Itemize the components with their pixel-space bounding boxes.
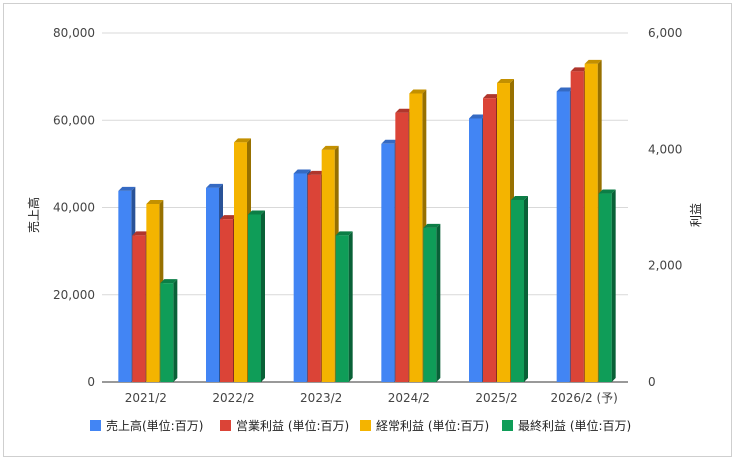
bar-front <box>469 118 482 382</box>
y-left-tick-label: 60,000 <box>53 113 95 127</box>
bar-top <box>248 210 265 215</box>
bar-front <box>409 93 423 382</box>
bar-top <box>395 108 413 113</box>
axes: 0 20,000 40,000 60,000 80,000 0 2,000 4,000 6,00… <box>53 26 682 405</box>
y-right-tick-label: 4,000 <box>648 142 682 156</box>
y-right-tick-label: 0 <box>648 375 656 389</box>
bar-side <box>261 210 265 382</box>
bar-top <box>220 215 237 220</box>
y-left-tick-label: 20,000 <box>53 288 95 302</box>
y-right-tick-label: 6,000 <box>648 26 682 40</box>
legend-item: 売上高(単位:百万) <box>90 418 203 433</box>
bar-front <box>584 63 598 382</box>
bar-top <box>584 59 602 64</box>
legend-swatch <box>90 420 101 431</box>
bar-front <box>160 283 174 382</box>
bar-side <box>173 279 178 382</box>
bar-top <box>497 79 514 84</box>
legend-label: 最終利益 (単位:百万) <box>518 418 631 433</box>
bar <box>160 279 178 382</box>
bar-front <box>335 235 349 382</box>
bar-front <box>321 149 335 382</box>
y-axis-right-title: 利益 <box>689 203 703 227</box>
y-axis-left-title: 売上高 <box>26 197 41 233</box>
x-tick-label: 2026/2 (予) <box>550 391 617 405</box>
bar <box>598 189 616 382</box>
bar-front <box>598 193 612 382</box>
bar-top <box>409 89 427 94</box>
x-tick-label: 2024/2 <box>388 391 430 405</box>
legend-item: 営業利益 (単位:百万) <box>220 418 349 433</box>
bar-side <box>611 189 616 382</box>
bar-front <box>234 142 247 382</box>
bar-top <box>321 145 339 150</box>
bar-front <box>248 214 261 382</box>
legend-label: 経常利益 (単位:百万) <box>376 418 489 433</box>
bar-side <box>348 231 353 382</box>
y-left-tick-label: 40,000 <box>53 201 95 215</box>
bar-front <box>556 91 570 383</box>
bar-top <box>381 139 399 144</box>
bar-front <box>497 83 510 383</box>
legend: 売上高(単位:百万) 営業利益 (単位:百万) 経常利益 (単位:百万) 最終利益 (… <box>90 418 631 433</box>
legend-swatch <box>502 420 513 431</box>
bar-top <box>483 94 500 99</box>
bar-top <box>146 200 164 205</box>
bar-top <box>307 170 325 175</box>
bar-top <box>423 223 441 228</box>
bar-front <box>307 174 321 382</box>
bar-front <box>570 71 584 382</box>
legend-item: 最終利益 (単位:百万) <box>502 418 631 433</box>
legend-swatch <box>220 420 231 431</box>
bar-front <box>423 227 437 382</box>
bar-top <box>293 169 311 174</box>
bar-front <box>132 235 146 382</box>
bar-top <box>335 231 353 236</box>
bar-top <box>132 231 150 236</box>
y-left-tick-label: 0 <box>87 375 95 389</box>
gridlines <box>102 32 628 383</box>
bar-side <box>524 195 528 382</box>
bar-front <box>146 204 160 382</box>
bar-front <box>220 219 233 382</box>
bar <box>248 210 265 382</box>
bar-side <box>436 223 441 382</box>
bar-top <box>234 138 251 143</box>
bar-front <box>381 143 395 382</box>
y-left-tick-label: 80,000 <box>53 26 95 40</box>
legend-label: 営業利益 (単位:百万) <box>236 418 349 433</box>
legend-label: 売上高(単位:百万) <box>106 418 203 433</box>
bar-top <box>118 186 136 191</box>
bar-front <box>483 98 496 382</box>
y-right-tick-label: 2,000 <box>648 259 682 273</box>
bar-top <box>206 183 223 188</box>
bars <box>118 59 616 383</box>
bar-top <box>598 189 616 194</box>
bar-top <box>556 87 574 92</box>
legend-swatch <box>360 420 371 431</box>
bar-top <box>511 195 528 200</box>
x-tick-label: 2022/2 <box>212 391 254 405</box>
x-tick-label: 2021/2 <box>125 391 167 405</box>
bar-front <box>293 173 307 382</box>
bar <box>335 231 353 382</box>
x-tick-label: 2025/2 <box>475 391 517 405</box>
bar-top <box>469 114 486 119</box>
legend-item: 経常利益 (単位:百万) <box>360 418 489 433</box>
bar-front <box>511 199 524 382</box>
bar <box>423 223 441 382</box>
bar-front <box>206 187 219 382</box>
bar <box>511 195 528 382</box>
bar-front <box>118 190 132 382</box>
bar-front <box>395 112 409 383</box>
x-tick-label: 2023/2 <box>300 391 342 405</box>
bar-top <box>160 279 178 284</box>
bar-top <box>570 67 588 72</box>
